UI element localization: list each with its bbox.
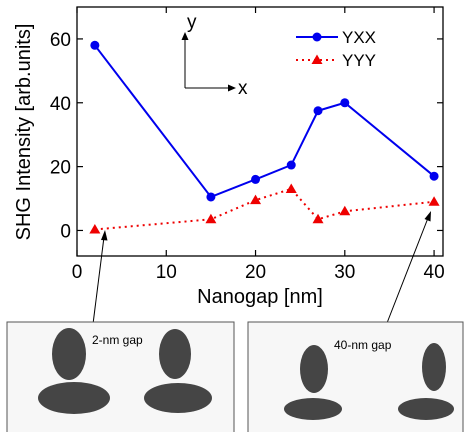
series-yyy-point: [428, 196, 440, 206]
inset-pointer-2nm: [92, 236, 105, 325]
y-axis-title: SHG Intensity [arb.units]: [13, 24, 35, 241]
inset-pointer-2nm-head: [101, 230, 108, 241]
x-tick-label: 0: [72, 262, 83, 283]
legend: YXX YYY: [296, 28, 376, 70]
nanorod-vertical-right-40: [422, 343, 446, 391]
series-yyy-line: [94, 187, 435, 231]
x-tick-label: 40: [424, 262, 445, 283]
series-layer: [89, 40, 440, 234]
nanorod-horizontal-right: [144, 383, 212, 413]
legend-yyy-label: YYY: [342, 51, 376, 70]
legend-yyy-marker: [311, 54, 323, 64]
inset-2nm-frame: [6, 321, 235, 432]
x-tick-label: 20: [245, 262, 266, 283]
coord-x-arrowhead: [228, 84, 236, 92]
series-yxx-point: [206, 192, 216, 202]
y-tick-label: 0: [60, 221, 71, 242]
inset-2nm-gap: 2-nm gap: [6, 321, 235, 432]
inset-40nm-label: 40-nm gap: [334, 338, 392, 352]
nanorod-vertical-right: [159, 329, 191, 379]
series-yyy-point: [285, 183, 297, 193]
series-yxx-line: [94, 44, 435, 199]
x-axis: 0 10 20 30 40: [72, 7, 445, 283]
inset-pointer-40nm-head: [424, 211, 431, 222]
nanorod-vertical-left: [52, 328, 86, 380]
nanorod-vertical-left-40: [300, 345, 328, 393]
series-yyy-point: [250, 194, 262, 205]
series-yyy-point: [205, 213, 217, 224]
series-yxx-point: [286, 160, 296, 170]
series-yyy-point: [312, 213, 324, 224]
inset-pointers: [92, 211, 431, 325]
series-yxx-point: [313, 106, 323, 116]
legend-yxx-label: YXX: [342, 28, 376, 47]
coordinate-axes-indicator: y x: [181, 12, 248, 99]
y-tick-label: 20: [50, 158, 71, 179]
legend-yxx-marker: [312, 32, 322, 42]
series-yxx-point: [90, 40, 100, 50]
inset-pointer-40nm: [386, 217, 429, 324]
coord-y-arrowhead: [181, 32, 189, 40]
x-axis-title: Nanogap [nm]: [197, 286, 323, 308]
series-yxx-point: [340, 98, 350, 108]
nanorod-horizontal-left: [38, 382, 110, 414]
inset-2nm-label: 2-nm gap: [92, 333, 143, 347]
inset-40nm-gap: 40-nm gap: [247, 321, 464, 432]
series-yxx-point: [429, 171, 439, 181]
series-yxx-point: [251, 174, 261, 184]
nanorod-horizontal-left-40: [284, 398, 342, 420]
x-tick-label: 30: [334, 262, 355, 283]
x-tick-label: 10: [156, 262, 177, 283]
coord-x-label: x: [238, 78, 248, 99]
series-yyy-point: [89, 224, 101, 234]
y-axis: 0 20 40 60: [50, 30, 443, 242]
y-tick-label: 40: [50, 94, 71, 115]
nanorod-horizontal-right-40: [398, 398, 454, 420]
y-tick-label: 60: [50, 30, 71, 51]
coord-y-label: y: [187, 12, 197, 33]
plot-frame: [76, 6, 444, 257]
series-yyy-point: [339, 205, 351, 216]
